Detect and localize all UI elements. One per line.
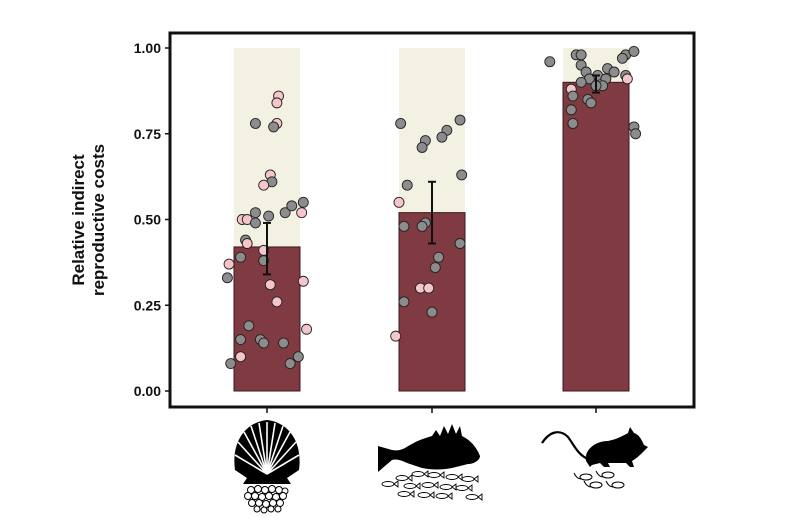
data-point — [268, 121, 280, 133]
data-point — [575, 49, 587, 61]
data-point — [225, 358, 237, 370]
data-point — [264, 279, 276, 291]
data-point — [263, 210, 275, 222]
y-axis-label: Relative indirect reproductive costs — [69, 144, 108, 296]
data-point — [456, 169, 468, 181]
data-point — [423, 282, 435, 294]
y-tick-label: 1.00 — [134, 40, 161, 56]
data-point — [278, 337, 289, 349]
data-point — [630, 128, 642, 140]
data-point — [585, 97, 597, 109]
data-point — [258, 179, 270, 191]
data-point — [235, 334, 247, 345]
data-point — [398, 296, 410, 308]
data-point — [393, 196, 405, 208]
y-tick-label: 0.50 — [134, 212, 161, 228]
data-point — [401, 179, 413, 191]
data-points — [221, 45, 642, 370]
data-point — [454, 114, 466, 126]
data-point — [235, 351, 247, 363]
bar — [562, 81, 630, 392]
y-axis-label-line-1: Relative indirect — [69, 154, 88, 286]
y-tick-label: 0.00 — [134, 383, 161, 399]
rodent-with-pups-icon — [541, 427, 648, 489]
data-point — [628, 45, 640, 57]
data-point — [296, 207, 308, 219]
data-point — [395, 118, 407, 129]
data-point — [616, 52, 628, 64]
fish-with-larvae-icon — [378, 424, 483, 501]
data-point — [544, 56, 556, 68]
error-bars — [263, 74, 600, 276]
data-point — [249, 118, 261, 129]
data-point — [249, 207, 261, 219]
data-point — [243, 320, 255, 332]
data-point — [286, 200, 298, 212]
y-tick-label: 0.75 — [134, 126, 161, 142]
y-axis-ticks: 0.00 0.25 0.50 0.75 1.00 — [134, 40, 170, 399]
y-tick-label: 0.25 — [134, 297, 161, 313]
data-point — [429, 262, 441, 273]
data-point — [416, 220, 428, 232]
data-point — [416, 142, 428, 153]
data-point — [241, 238, 253, 249]
data-point — [279, 207, 291, 219]
data-point — [297, 196, 309, 208]
data-point — [567, 90, 579, 102]
data-point — [436, 131, 448, 143]
plot-frame — [168, 31, 696, 409]
data-point — [575, 76, 587, 88]
y-axis-label-line-2: reproductive costs — [89, 144, 108, 296]
data-point — [221, 272, 233, 284]
data-point — [301, 323, 313, 335]
data-point — [426, 306, 438, 318]
data-point — [249, 217, 261, 229]
data-point — [433, 251, 445, 263]
data-point — [454, 238, 466, 249]
data-point — [621, 73, 633, 85]
data-point — [284, 358, 296, 370]
data-point — [398, 220, 410, 232]
data-point — [271, 97, 283, 109]
data-point — [292, 351, 304, 363]
data-point — [567, 118, 579, 129]
data-point — [565, 104, 577, 116]
data-point — [297, 275, 309, 287]
data-point — [223, 258, 235, 270]
data-point — [235, 251, 247, 263]
x-axis-ticks — [266, 408, 597, 413]
data-point — [390, 330, 402, 342]
data-point — [258, 337, 270, 349]
data-point — [608, 66, 620, 78]
data-point — [271, 296, 283, 308]
scallop-shell-with-eggs-icon — [234, 420, 300, 514]
